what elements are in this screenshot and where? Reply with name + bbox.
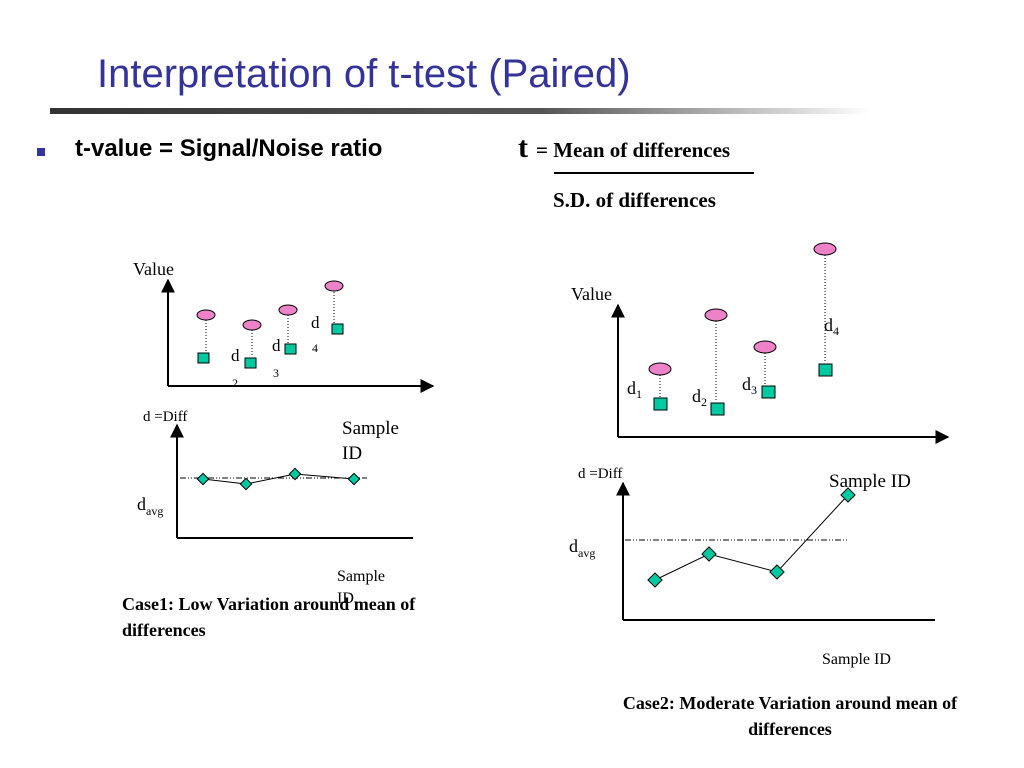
case1-oval-marker xyxy=(278,304,298,316)
case2-diamond-marker xyxy=(769,564,785,580)
case1-value-plot: Value d 2 d 3 d 4 xyxy=(133,259,435,393)
case1-square-marker xyxy=(331,323,344,335)
case1-d-label: d xyxy=(231,346,240,365)
case2-diamond-marker xyxy=(701,546,717,562)
case1-sample-id-upper: Sample xyxy=(342,418,399,439)
bullet-text: t-value = Signal/Noise ratio xyxy=(75,135,383,162)
case1-diff-plot: d =Diff Sample ID davg Sample ID xyxy=(137,409,413,607)
case2-diff-plot: d =Diff Sample ID davg Sample ID xyxy=(569,466,935,668)
case2-value-label: Value xyxy=(571,284,612,304)
formula-fraction-bar xyxy=(554,172,754,174)
case2-diamond-marker xyxy=(647,572,663,588)
case2-davg-label: davg xyxy=(569,536,595,560)
case2-d-label: d4 xyxy=(824,315,839,338)
case2-d-label: d2 xyxy=(692,386,707,409)
case1-sample-id-upper: ID xyxy=(342,443,362,464)
case1-d-label: d xyxy=(311,313,320,332)
case2-caption-line: differences xyxy=(748,719,832,739)
case1-d-sub: 4 xyxy=(312,341,318,355)
case2-oval-marker xyxy=(648,362,672,376)
case1-oval-marker xyxy=(242,319,262,331)
case1-square-marker xyxy=(284,343,297,355)
case1-davg-label: davg xyxy=(137,494,163,518)
formula-denominator: S.D. of differences xyxy=(553,188,716,212)
title-underline xyxy=(50,108,870,114)
case2-value-plot: Value d1 d2 d3 d4 xyxy=(571,242,950,444)
case2-diff-label: d =Diff xyxy=(578,466,622,482)
formula-t: t xyxy=(518,131,528,164)
case2-oval-marker xyxy=(753,340,777,354)
case1-diff-line xyxy=(202,473,355,485)
case2-sample-id-lower: Sample ID xyxy=(822,651,891,668)
case1-diamond-marker xyxy=(347,472,361,486)
case2-diamond-marker xyxy=(840,487,856,503)
case1-diff-label: d =Diff xyxy=(143,409,187,425)
case1-value-label: Value xyxy=(133,259,174,279)
case1-d-label: d xyxy=(272,336,281,355)
case1-d-sub: 2 xyxy=(232,376,238,390)
case1-sample-id-lower: ID xyxy=(337,590,354,607)
bullet-square-icon xyxy=(37,148,45,156)
case1-caption: Case1: Low Variation around mean of diff… xyxy=(122,591,415,643)
case2-square-marker xyxy=(653,397,668,411)
case2-caption: Case2: Moderate Variation around mean of… xyxy=(570,690,1010,742)
case1-d-sub: 3 xyxy=(273,366,279,380)
case1-square-marker xyxy=(197,352,210,364)
case1-diamond-marker xyxy=(239,477,253,491)
case1-caption-line: Case1: Low Variation around mean of xyxy=(122,594,416,614)
case2-square-marker xyxy=(761,385,776,399)
case2-square-marker xyxy=(818,363,833,377)
case2-caption-line: Case2: Moderate Variation around mean of xyxy=(622,693,958,713)
page-title: Interpretation of t-test (Paired) xyxy=(97,52,631,96)
case2-diff-line xyxy=(654,494,849,581)
case1-oval-marker xyxy=(324,280,344,292)
case2-d-label: d1 xyxy=(627,378,642,401)
case2-sample-id-upper: Sample ID xyxy=(829,471,911,492)
case1-diamond-marker xyxy=(288,467,302,481)
case1-oval-marker xyxy=(196,309,216,321)
case1-diamond-marker xyxy=(196,472,210,486)
case1-square-marker xyxy=(244,357,257,369)
case2-d-label: d3 xyxy=(742,374,757,397)
case1-caption-line: differences xyxy=(122,620,206,640)
case2-oval-marker xyxy=(704,308,728,322)
case2-square-marker xyxy=(710,402,725,416)
case2-oval-marker xyxy=(813,242,837,256)
case1-sample-id-lower: Sample xyxy=(337,568,385,585)
formula-numerator: = Mean of differences xyxy=(536,138,731,162)
